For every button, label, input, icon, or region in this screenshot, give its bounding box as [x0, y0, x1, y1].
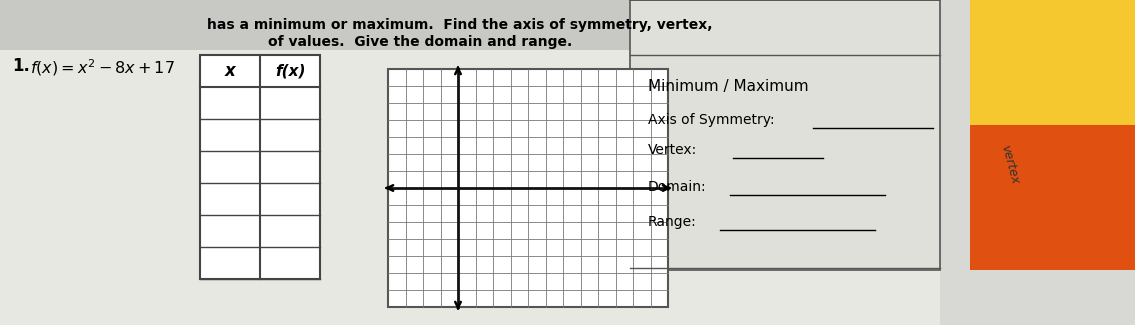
Text: vertex: vertex	[999, 144, 1022, 186]
Text: Domain:: Domain:	[648, 180, 707, 194]
Text: 1.: 1.	[12, 57, 30, 75]
Bar	[0, 0, 940, 325]
Bar	[970, 0, 1135, 125]
Bar	[0, 0, 940, 50]
Bar	[630, 0, 940, 270]
Text: Axis of Symmetry:: Axis of Symmetry:	[648, 113, 774, 127]
Text: Minimum / Maximum: Minimum / Maximum	[648, 80, 808, 95]
Text: of values.  Give the domain and range.: of values. Give the domain and range.	[268, 35, 572, 49]
Text: x: x	[225, 62, 235, 80]
Text: f(x): f(x)	[275, 63, 305, 79]
Text: Range:: Range:	[648, 215, 697, 229]
Bar	[200, 55, 320, 279]
Bar	[970, 125, 1135, 270]
Text: has a minimum or maximum.  Find the axis of symmetry, vertex,: has a minimum or maximum. Find the axis …	[208, 18, 713, 32]
Text: Vertex:: Vertex:	[648, 143, 697, 157]
Bar	[388, 69, 669, 307]
Text: $f(x) = x^2-8x+17$: $f(x) = x^2-8x+17$	[30, 57, 175, 78]
